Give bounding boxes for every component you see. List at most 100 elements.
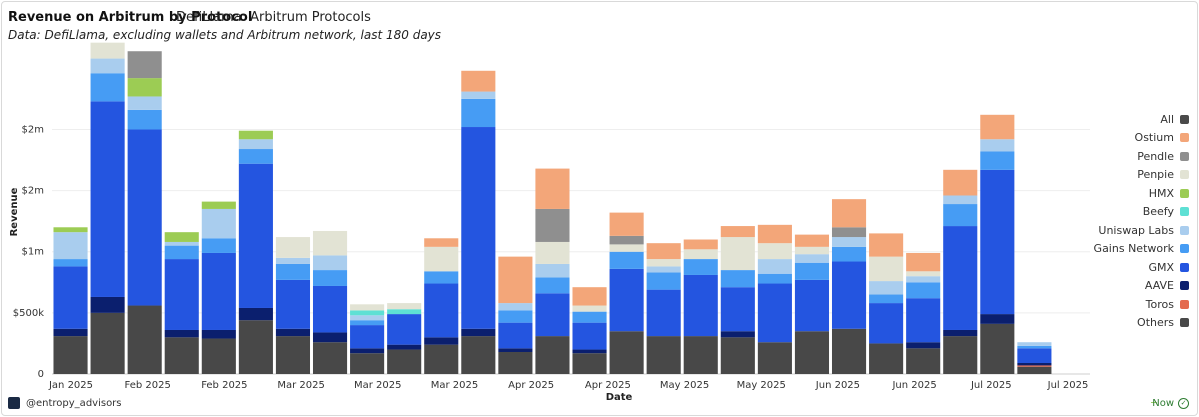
x-axis-title: Date bbox=[606, 392, 633, 403]
bar-segment-pendle bbox=[127, 51, 162, 79]
bar-segment-aave bbox=[424, 337, 459, 345]
bar-segment-ostium bbox=[831, 199, 867, 228]
legend-item[interactable]: Pendle bbox=[1059, 147, 1189, 166]
bar-segment-aave bbox=[1017, 362, 1052, 366]
bar-segment-penpie bbox=[350, 304, 385, 311]
bar-segment-gains-network bbox=[350, 320, 385, 326]
x-tick-label: Feb 2025 bbox=[125, 380, 171, 391]
bar-segment-others bbox=[609, 331, 644, 374]
bar-segment-gains-network bbox=[869, 294, 904, 304]
legend-item[interactable]: Ostium bbox=[1059, 129, 1189, 148]
bar-segment-aave bbox=[350, 348, 385, 354]
bar-segment-gmx bbox=[980, 169, 1015, 315]
bar-segment-gains-network bbox=[646, 272, 681, 290]
bar-segment-ostium bbox=[683, 239, 718, 250]
bar-segment-others bbox=[943, 336, 978, 374]
bar-segment-gmx bbox=[461, 127, 496, 329]
bar-segment-uniswap-labs bbox=[275, 257, 311, 264]
bar-segment-gmx bbox=[275, 279, 311, 329]
x-tick-label: Mar 2025 bbox=[354, 380, 402, 391]
bar-segment-others bbox=[980, 323, 1015, 374]
bar-segment-gains-network bbox=[498, 310, 533, 323]
legend-item[interactable]: GMX bbox=[1059, 258, 1189, 277]
bar-segment-gmx bbox=[683, 274, 718, 337]
bar-segment-aave bbox=[980, 314, 1015, 324]
bar-segment-gains-network bbox=[572, 311, 607, 323]
footer-attribution: @entropy_advisors bbox=[8, 397, 122, 409]
bar-segment-uniswap-labs bbox=[1017, 342, 1052, 346]
bar-segment-others bbox=[831, 328, 867, 374]
bar-segment-aave bbox=[275, 328, 311, 337]
bar-segment-ostium bbox=[461, 70, 496, 92]
x-tick-label: Mar 2025 bbox=[277, 380, 325, 391]
legend-item[interactable]: Penpie bbox=[1059, 166, 1189, 185]
author-handle: @entropy_advisors bbox=[26, 397, 122, 409]
refresh-status[interactable]: Now ✓ bbox=[1152, 398, 1189, 409]
bar-segment-gmx bbox=[164, 259, 199, 330]
bar-segment-aave bbox=[164, 329, 199, 338]
legend-item[interactable]: HMX bbox=[1059, 184, 1189, 203]
bar-segment-gmx bbox=[424, 283, 459, 338]
bar-segment-aave bbox=[572, 349, 607, 354]
bar-segment-aave bbox=[90, 296, 125, 313]
bar-segment-others bbox=[461, 336, 496, 374]
bar-segment-uniswap-labs bbox=[350, 315, 385, 321]
x-tick-label: Mar 2025 bbox=[431, 380, 479, 391]
bar-segment-penpie bbox=[646, 259, 681, 267]
bar-segment-uniswap-labs bbox=[831, 237, 867, 247]
bar-segment-uniswap-labs bbox=[757, 259, 792, 274]
y-tick-label: $2m bbox=[22, 124, 44, 135]
bar-segment-others bbox=[312, 342, 348, 374]
bar-segment-hmx bbox=[164, 232, 199, 242]
legend-item[interactable]: All bbox=[1059, 110, 1189, 129]
x-tick-label: Apr 2025 bbox=[508, 380, 554, 391]
bar-segment-ostium bbox=[794, 234, 830, 247]
legend-swatch bbox=[1180, 207, 1189, 217]
legend-item[interactable]: Others bbox=[1059, 314, 1189, 333]
bar-segment-hmx bbox=[53, 227, 88, 233]
bar-segment-gmx bbox=[869, 303, 904, 344]
legend-item[interactable]: AAVE bbox=[1059, 277, 1189, 296]
bar-segment-uniswap-labs bbox=[90, 58, 125, 74]
legend-swatch bbox=[1180, 133, 1189, 143]
bar-segment-penpie bbox=[683, 249, 718, 260]
bar-segment-others bbox=[387, 349, 422, 374]
bar-segment-gains-network bbox=[794, 262, 830, 280]
legend-swatch bbox=[1180, 299, 1189, 309]
bar-segment-pendle bbox=[609, 235, 644, 245]
legend-item[interactable]: Toros bbox=[1059, 295, 1189, 314]
bar-segment-aave bbox=[312, 332, 348, 343]
bar-segment-gmx bbox=[943, 226, 978, 330]
bar-segment-penpie bbox=[572, 305, 607, 312]
bar-segment-gmx bbox=[720, 287, 755, 332]
bar-segment-penpie bbox=[535, 241, 570, 264]
author-avatar-icon bbox=[8, 397, 20, 409]
refresh-status-label: Now bbox=[1152, 398, 1174, 409]
bar-segment-others bbox=[683, 336, 718, 374]
bar-segment-beefy bbox=[387, 309, 422, 315]
bar-segment-ostium bbox=[424, 238, 459, 247]
bar-segment-penpie bbox=[720, 237, 755, 271]
bar-segment-others bbox=[127, 305, 162, 374]
bar-segment-gains-network bbox=[906, 282, 941, 299]
bar-segment-others bbox=[906, 348, 941, 374]
check-circle-icon: ✓ bbox=[1178, 398, 1189, 409]
legend-item[interactable]: Beefy bbox=[1059, 203, 1189, 222]
legend-swatch bbox=[1180, 151, 1189, 161]
bar-segment-gains-network bbox=[943, 204, 978, 227]
legend-swatch bbox=[1180, 318, 1189, 328]
chart-legend: All Ostium Pendle Penpie HMX Beefy Uniswap Lab… bbox=[1059, 110, 1189, 332]
bar-segment-gmx bbox=[53, 266, 88, 329]
bar-segment-ostium bbox=[535, 168, 570, 209]
bar-segment-others bbox=[164, 337, 199, 374]
x-tick-label: May 2025 bbox=[737, 380, 786, 391]
legend-item[interactable]: Gains Network bbox=[1059, 240, 1189, 259]
bar-segment-gmx bbox=[238, 163, 273, 308]
bar-segment-others bbox=[350, 353, 385, 374]
legend-item[interactable]: Uniswap Labs bbox=[1059, 221, 1189, 240]
bar-segment-uniswap-labs bbox=[794, 254, 830, 263]
legend-swatch bbox=[1180, 114, 1189, 124]
bar-segment-gains-network bbox=[164, 245, 199, 260]
bar-segment-gains-network bbox=[275, 263, 311, 280]
